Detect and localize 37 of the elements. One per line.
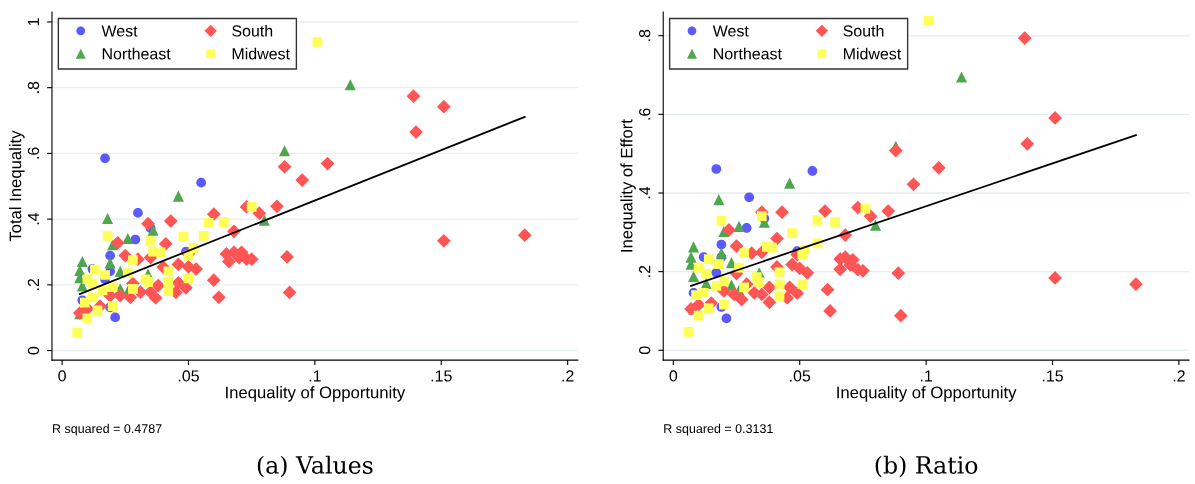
legend-label: West xyxy=(101,25,138,37)
y-tick-label: 0 xyxy=(27,346,40,355)
x-tick-label: .2 xyxy=(562,370,574,382)
legend-label: Northeast xyxy=(102,47,171,60)
y-tick-label: .2 xyxy=(639,265,651,277)
x-tick-label: .05 xyxy=(790,370,811,382)
x-tick-label: 0 xyxy=(58,370,66,382)
y-tick-label: .4 xyxy=(27,212,39,225)
text: (b) Ratio xyxy=(875,455,978,478)
x-tick-label: .1 xyxy=(309,370,321,382)
y-tick-label: .8 xyxy=(27,81,40,93)
y-axis-title: Total Inequality xyxy=(9,130,25,242)
legend-label: West xyxy=(712,25,749,37)
x-tick-label: .1 xyxy=(920,370,933,382)
y-tick-label: .2 xyxy=(27,278,39,291)
text: (a) Values xyxy=(257,455,373,478)
y-axis-title: Inequality of Effort xyxy=(620,119,636,252)
x-tick-label: .15 xyxy=(1042,370,1063,382)
legend-label: Northeast xyxy=(714,47,782,60)
legend-label: Midwest xyxy=(843,47,902,60)
legend-label: South xyxy=(843,24,884,37)
x-axis-title: Inequality of Opportunity xyxy=(226,386,406,402)
y-tick-label: .6 xyxy=(27,147,40,159)
y-tick-label: 0 xyxy=(639,346,651,355)
x-axis-title: Inequality of Opportunity xyxy=(837,386,1017,402)
x-tick-label: .15 xyxy=(431,370,452,382)
y-tick-label: 1 xyxy=(27,18,39,26)
legend-label: South xyxy=(232,24,273,37)
x-tick-label: .2 xyxy=(1173,370,1185,382)
x-tick-label: .05 xyxy=(178,370,199,382)
y-tick-label: .4 xyxy=(639,186,651,199)
x-tick-label: 0 xyxy=(669,370,678,382)
y-tick-label: .8 xyxy=(639,29,651,41)
text: R squared = 0.3131 xyxy=(664,423,773,436)
text: R squared = 0.4787 xyxy=(53,423,162,436)
legend-label: Midwest xyxy=(232,47,290,60)
y-tick-label: .6 xyxy=(639,108,651,120)
